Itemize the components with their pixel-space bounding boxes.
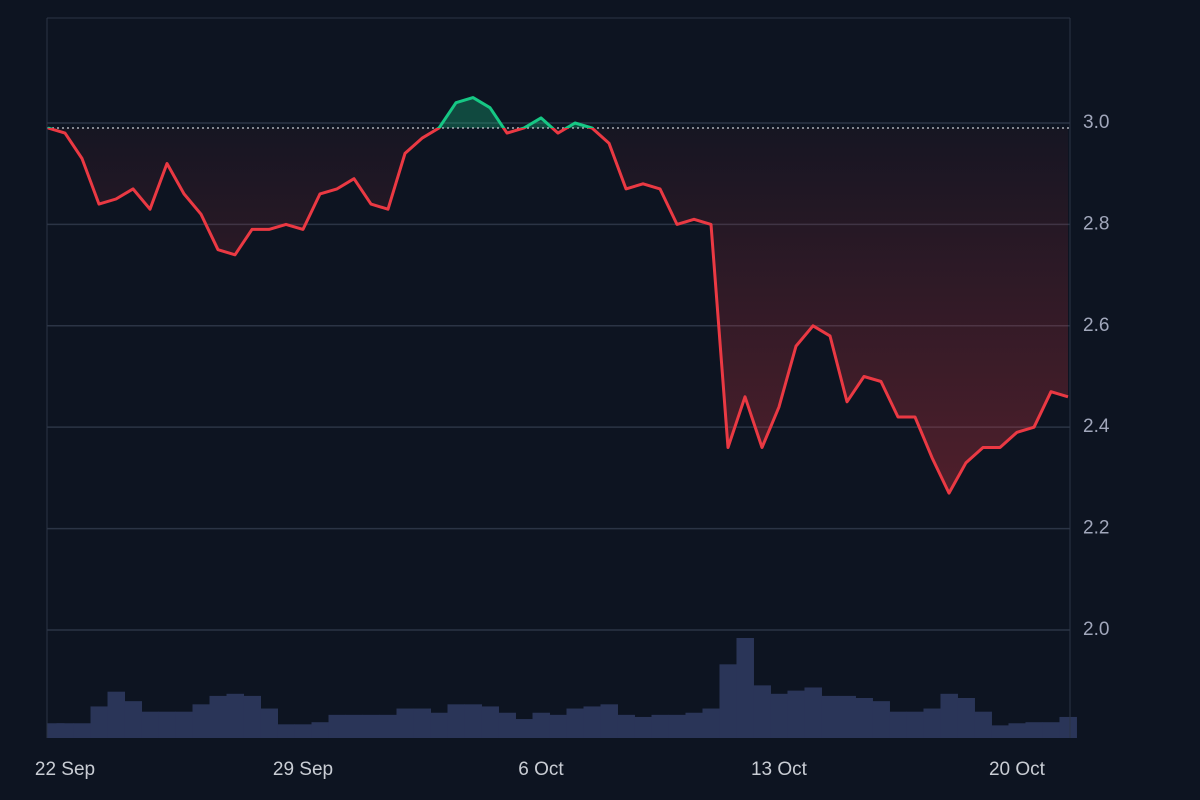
volume-bar [957, 698, 975, 738]
volume-bar [634, 716, 652, 738]
labels: 2.0 2.2 2.4 2.6 2.8 3.0 22 Sep 29 Sep 6 Oct 13 Oc… [35, 112, 1110, 780]
volume-bar [260, 708, 279, 738]
y-tick-label: 2.8 [1083, 213, 1109, 234]
x-tick-label: 20 Oct [989, 759, 1046, 780]
volume-bar [107, 691, 126, 738]
x-tick-label: 29 Sep [273, 759, 333, 780]
volume-bar [838, 695, 856, 738]
volume-bar [855, 698, 873, 738]
volume-bar [787, 690, 805, 738]
volume-bar [141, 711, 160, 738]
volume-bar [124, 701, 143, 738]
volume-bar [345, 714, 364, 738]
volume-bar [481, 706, 499, 738]
volume-bar [175, 711, 194, 738]
volume-bar [923, 708, 941, 738]
volume-bar [600, 704, 618, 738]
volume-bar [566, 708, 584, 738]
area-down [48, 128, 1068, 494]
volume-bar [974, 711, 992, 738]
volume-bar [532, 712, 550, 738]
grid [47, 122, 1070, 631]
volume-bar [821, 695, 839, 738]
volume-bar [226, 693, 245, 738]
volume-bar [719, 664, 737, 738]
volume-bar [1042, 722, 1060, 738]
volume-bar [192, 704, 211, 738]
price-line-down [47, 128, 1069, 495]
volume-bar [158, 711, 177, 738]
x-tick-label: 13 Oct [751, 759, 808, 780]
volume-bar [651, 714, 669, 738]
volume-bar [464, 704, 482, 738]
volume-bar [753, 685, 771, 738]
y-tick-label: 2.2 [1083, 518, 1109, 539]
volume-bar [736, 638, 754, 738]
volume-bar [906, 711, 924, 738]
y-tick-label: 2.6 [1083, 315, 1109, 336]
volume-bar [685, 712, 703, 738]
volume-bar [1059, 716, 1077, 738]
volume-bar [872, 701, 890, 738]
volume-bar [804, 687, 822, 738]
volume-bar [991, 725, 1009, 738]
volume-bar [549, 714, 567, 738]
x-tick-label: 22 Sep [35, 759, 95, 780]
volume-bar [668, 714, 686, 738]
volume-bar [430, 712, 448, 738]
volume-bar [413, 708, 431, 738]
volume-bar [328, 714, 347, 738]
x-tick-label: 6 Oct [518, 759, 564, 780]
volume-bar [1025, 722, 1043, 738]
y-tick-label: 2.4 [1083, 416, 1110, 437]
volume-bar [889, 711, 907, 738]
volume-bar [1008, 723, 1026, 738]
volume-bar [56, 723, 75, 738]
volume-bar [583, 706, 601, 738]
volume-bar [770, 693, 788, 738]
volume-bar [702, 708, 720, 738]
volume-bar [498, 712, 516, 738]
volume-bar [311, 722, 330, 738]
volume-bar [73, 723, 92, 738]
volume-bar [362, 714, 381, 738]
volume-bar [447, 704, 465, 738]
volume-bar [396, 708, 414, 738]
volume-bar [277, 724, 296, 738]
volume-bar [940, 693, 958, 738]
volume-bar [294, 724, 313, 738]
volume-bar [243, 695, 262, 738]
volume-bar [379, 714, 397, 738]
volume-bar [209, 695, 228, 738]
plot [47, 96, 1070, 495]
volume-bar [515, 719, 533, 738]
volume-bar [617, 714, 635, 738]
volume [47, 638, 1077, 738]
y-tick-label: 3.0 [1083, 112, 1109, 133]
y-tick-label: 2.0 [1083, 619, 1109, 640]
volume-bar [90, 706, 109, 738]
